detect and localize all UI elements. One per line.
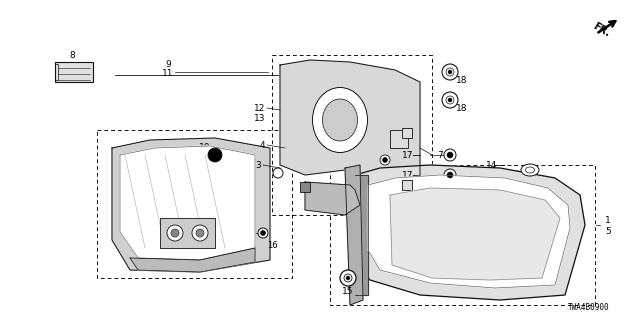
FancyBboxPatch shape	[402, 128, 412, 138]
Circle shape	[444, 169, 456, 181]
Circle shape	[383, 157, 387, 163]
Text: 3: 3	[255, 161, 261, 170]
Text: 18: 18	[456, 103, 468, 113]
Circle shape	[448, 98, 452, 102]
Circle shape	[167, 225, 183, 241]
Polygon shape	[130, 248, 255, 272]
Bar	[97, 130, 292, 278]
Text: 14—: 14—	[486, 161, 506, 170]
Bar	[330, 165, 595, 305]
Circle shape	[344, 274, 352, 282]
Text: 15: 15	[342, 287, 354, 297]
Text: 4: 4	[259, 140, 265, 149]
Circle shape	[208, 148, 222, 162]
Text: 17—: 17—	[401, 150, 422, 159]
Polygon shape	[345, 165, 363, 305]
Circle shape	[448, 70, 452, 74]
Circle shape	[273, 168, 283, 178]
FancyBboxPatch shape	[160, 218, 215, 248]
Text: 12: 12	[253, 103, 265, 113]
Circle shape	[447, 152, 453, 158]
Circle shape	[192, 225, 208, 241]
Polygon shape	[280, 60, 420, 200]
Text: 17—: 17—	[401, 171, 422, 180]
Text: 6: 6	[324, 196, 330, 204]
Circle shape	[447, 172, 453, 178]
Text: FR.: FR.	[591, 21, 612, 39]
Circle shape	[446, 68, 454, 76]
Circle shape	[196, 229, 204, 237]
Ellipse shape	[323, 99, 358, 141]
Text: 5: 5	[605, 227, 611, 236]
Circle shape	[260, 230, 266, 236]
Polygon shape	[368, 175, 570, 288]
Text: TWA4B0900: TWA4B0900	[568, 303, 610, 313]
Circle shape	[340, 270, 356, 286]
Circle shape	[444, 149, 456, 161]
Circle shape	[446, 96, 454, 104]
Polygon shape	[355, 175, 368, 295]
Circle shape	[442, 64, 458, 80]
Text: 1: 1	[605, 215, 611, 225]
Circle shape	[258, 228, 268, 238]
Text: 9: 9	[165, 60, 171, 68]
Text: 18: 18	[456, 76, 468, 84]
Text: 8: 8	[69, 51, 75, 60]
FancyBboxPatch shape	[402, 180, 412, 190]
Ellipse shape	[525, 167, 534, 173]
FancyBboxPatch shape	[300, 182, 310, 192]
Text: 16: 16	[267, 241, 277, 250]
Polygon shape	[112, 138, 270, 272]
Polygon shape	[305, 182, 360, 215]
Text: 10: 10	[199, 142, 211, 151]
Text: 7: 7	[437, 190, 443, 199]
Circle shape	[380, 155, 390, 165]
Circle shape	[442, 92, 458, 108]
Circle shape	[171, 229, 179, 237]
Text: 7: 7	[437, 150, 443, 159]
Text: 2: 2	[324, 186, 330, 195]
Polygon shape	[355, 165, 585, 300]
Polygon shape	[390, 188, 560, 280]
Text: 13: 13	[253, 114, 265, 123]
Text: 11: 11	[163, 68, 173, 77]
Bar	[272, 55, 432, 215]
Polygon shape	[120, 146, 255, 260]
FancyBboxPatch shape	[390, 130, 408, 148]
Ellipse shape	[521, 164, 539, 176]
Circle shape	[346, 276, 350, 280]
Ellipse shape	[312, 87, 367, 153]
FancyBboxPatch shape	[55, 62, 93, 82]
